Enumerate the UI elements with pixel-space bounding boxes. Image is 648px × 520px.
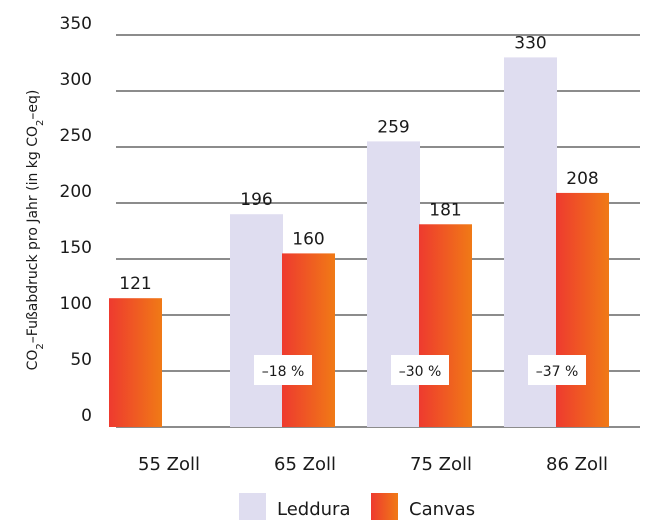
- data-labels: 121 196 160 259 181 330 208: [119, 33, 598, 294]
- data-label-leddura-75-zoll: 259: [377, 117, 409, 137]
- reduction-annotations: –18 % –30 % –37 %: [254, 355, 586, 385]
- data-label-leddura-65-zoll: 196: [240, 190, 272, 210]
- bar-canvas-55-zoll: [109, 298, 162, 427]
- y-axis-ticks: 0 50 100 150 200 250 300 350: [60, 14, 92, 426]
- y-tick-label: 50: [70, 350, 92, 370]
- y-tick-label: 0: [81, 406, 92, 426]
- data-label-canvas-86-zoll: 208: [566, 169, 598, 189]
- reduction-label-65-zoll: –18 %: [262, 364, 305, 380]
- x-axis-categories: 55 Zoll 65 Zoll 75 Zoll 86 Zoll: [138, 454, 608, 475]
- legend: Leddura Canvas: [239, 493, 475, 520]
- legend-label-canvas: Canvas: [409, 499, 475, 520]
- y-tick-label: 350: [60, 14, 92, 34]
- reduction-badge-86-zoll: [528, 355, 586, 385]
- legend-swatch-leddura: [239, 493, 266, 520]
- data-label-canvas-65-zoll: 160: [292, 229, 324, 249]
- legend-swatch-canvas: [371, 493, 398, 520]
- reduction-badge-65-zoll: [254, 355, 312, 385]
- y-tick-label: 200: [60, 182, 92, 202]
- y-axis-label: CO2–Fußabdruck pro Jahr (in kg CO2–eq): [25, 90, 46, 371]
- y-tick-label: 300: [60, 70, 92, 90]
- category-label-55-zoll: 55 Zoll: [138, 454, 200, 475]
- legend-label-leddura: Leddura: [277, 499, 350, 520]
- reduction-label-86-zoll: –37 %: [536, 364, 579, 380]
- reduction-badge-75-zoll: [391, 355, 449, 385]
- y-tick-label: 100: [60, 294, 92, 314]
- category-label-75-zoll: 75 Zoll: [410, 454, 472, 475]
- data-label-canvas-75-zoll: 181: [429, 200, 461, 220]
- bar-canvas-75-zoll: [419, 224, 472, 427]
- category-label-86-zoll: 86 Zoll: [546, 454, 608, 475]
- y-tick-label: 250: [60, 126, 92, 146]
- y-tick-label: 150: [60, 238, 92, 258]
- bar-leddura-65-zoll: [230, 214, 283, 427]
- data-label-canvas-55-zoll: 121: [119, 274, 151, 294]
- reduction-label-75-zoll: –30 %: [399, 364, 442, 380]
- bar-canvas-65-zoll: [282, 253, 335, 427]
- category-label-65-zoll: 65 Zoll: [274, 454, 336, 475]
- bars: [109, 57, 609, 428]
- data-label-leddura-86-zoll: 330: [514, 33, 546, 53]
- bar-canvas-86-zoll: [556, 192, 609, 427]
